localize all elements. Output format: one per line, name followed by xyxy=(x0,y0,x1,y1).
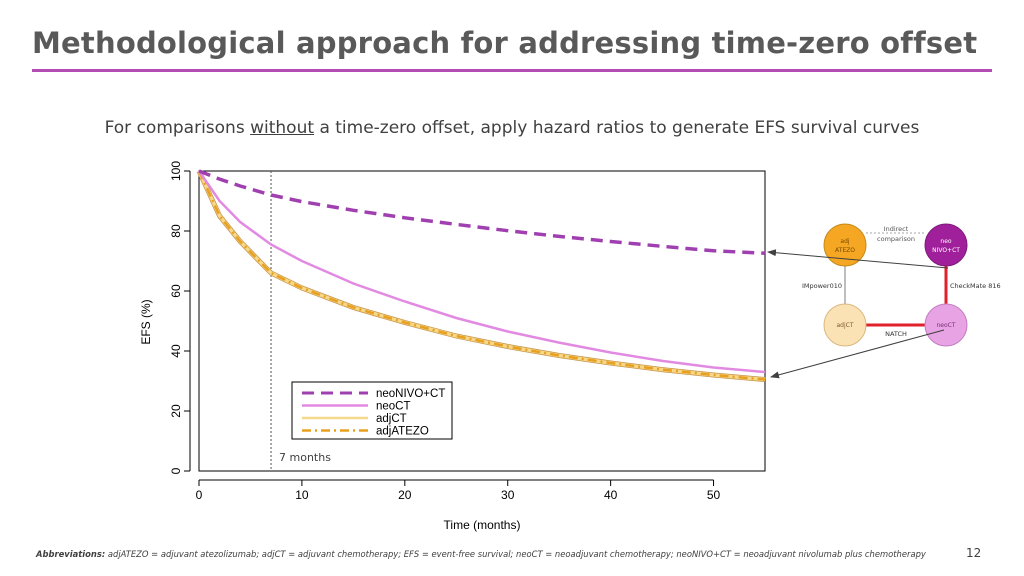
page-number: 12 xyxy=(966,546,982,560)
edge-label-checkmate816: CheckMate 816 xyxy=(950,282,1001,290)
legend-label-adjct: adjCT xyxy=(376,413,407,425)
series-line-adjatezo xyxy=(197,170,766,381)
title-underline xyxy=(32,69,992,72)
node-neonivo-label-1: neo xyxy=(940,238,951,245)
annotation-7-months: 7 months xyxy=(279,451,331,464)
abbreviations-footnote: Abbreviations: adjATEZO = adjuvant atezo… xyxy=(36,549,926,559)
legend-label-adjatezo: adjATEZO xyxy=(376,426,429,438)
slide-subtitle: For comparisons without a time-zero offs… xyxy=(0,118,1024,138)
legend-box xyxy=(291,381,453,440)
arrow-to-neoct-curve xyxy=(770,329,945,379)
slide-title: Methodological approach for addressing t… xyxy=(32,26,978,60)
legend-label-neonivo: neoNIVO+CT xyxy=(376,388,445,400)
x-tick-label-30: 30 xyxy=(501,488,515,502)
node-adjatezo-label-2: ATEZO xyxy=(835,247,855,254)
node-neoct xyxy=(924,303,968,347)
y-axis: 0 20 40 60 80 100 xyxy=(169,161,191,474)
y-axis-label: EFS (%) xyxy=(139,299,153,344)
node-adjct-label: adjCT xyxy=(836,322,853,329)
x-tick-label-10: 10 xyxy=(295,488,309,502)
node-adjct xyxy=(823,303,867,347)
x-tick-label-40: 40 xyxy=(604,488,618,502)
footnote-text: adjATEZO = adjuvant atezolizumab; adjCT … xyxy=(107,549,926,559)
x-axis-label: Time (months) xyxy=(444,518,521,532)
edge-label-natch: NATCH xyxy=(885,330,907,338)
indirect-label-1: Indirect xyxy=(884,225,909,233)
series-line-adjct-outline xyxy=(196,169,766,382)
subtitle-end: a time-zero offset, apply hazard ratios … xyxy=(319,118,920,138)
node-neonivo-ct xyxy=(924,223,968,267)
edge-label-impower010: IMpower010 xyxy=(802,282,842,290)
x-axis: 0 10 20 30 40 50 xyxy=(196,479,721,502)
x-tick-label-20: 20 xyxy=(398,488,412,502)
network-diagram: adj ATEZO neo NIVO+CT adjCT neoCT Indire… xyxy=(767,223,1001,379)
node-neonivo-label-2: NIVO+CT xyxy=(932,247,960,254)
y-tick-label-20: 20 xyxy=(169,404,183,418)
subtitle-emphasis: without xyxy=(250,118,315,138)
node-neoct-label: neoCT xyxy=(936,322,955,329)
arrow-to-neonivo-curve xyxy=(767,249,949,269)
x-tick-label-50: 50 xyxy=(707,488,721,502)
plot-frame xyxy=(198,170,766,472)
y-tick-label-40: 40 xyxy=(169,344,183,358)
y-tick-label-80: 80 xyxy=(169,224,183,238)
x-tick-label-0: 0 xyxy=(196,488,203,502)
y-tick-label-0: 0 xyxy=(169,467,183,474)
node-adjatezo xyxy=(823,223,867,267)
node-adjatezo-label-1: adj xyxy=(840,238,849,245)
legend-label-neoct: neoCT xyxy=(376,401,411,413)
footnote-label: Abbreviations: xyxy=(36,549,106,559)
series-line-neoct xyxy=(197,170,766,374)
legend: neoNIVO+CT neoCT adjCT adjATEZO xyxy=(291,381,453,440)
series-line-adjct xyxy=(197,170,766,382)
y-tick-label-60: 60 xyxy=(169,284,183,298)
plot-lines xyxy=(196,169,766,471)
subtitle-start: For comparisons xyxy=(104,118,245,138)
indirect-label-2: comparison xyxy=(877,235,915,243)
series-line-neonivo-ct xyxy=(198,169,766,255)
y-tick-label-100: 100 xyxy=(169,161,183,181)
